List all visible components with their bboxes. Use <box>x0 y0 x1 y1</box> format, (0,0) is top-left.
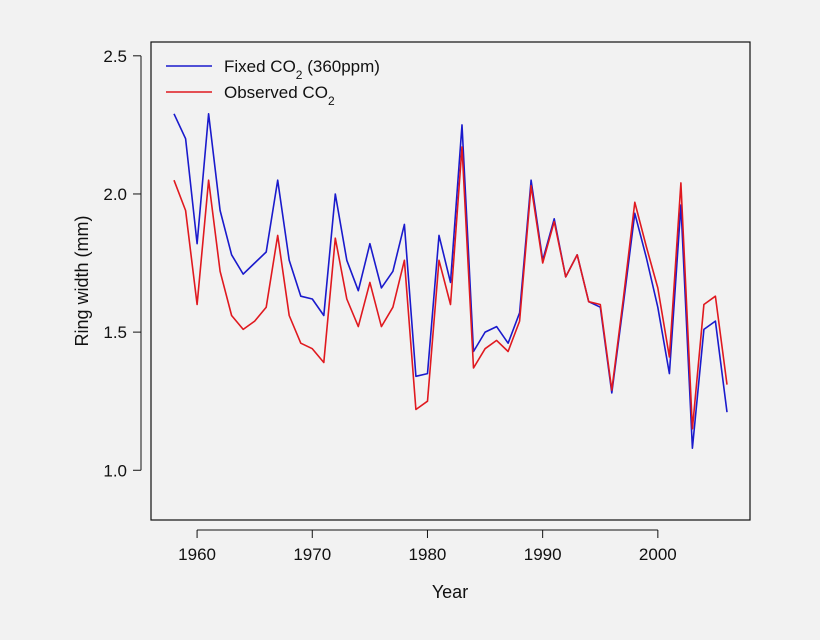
y-tick-label: 1.0 <box>103 461 127 480</box>
legend-label-fixed: Fixed CO2 (360ppm) <box>224 57 380 82</box>
y-tick-label: 1.5 <box>103 323 127 342</box>
x-axis-title: Year <box>432 582 468 602</box>
x-tick-label: 1960 <box>178 545 216 564</box>
x-tick-label: 1980 <box>409 545 447 564</box>
legend: Fixed CO2 (360ppm) Observed CO2 <box>166 57 380 108</box>
series-line-fixed-co2 <box>173 113 728 450</box>
y-tick-label: 2.5 <box>103 47 127 66</box>
x-axis: 1960 1970 1980 1990 2000 <box>178 529 677 564</box>
y-axis-title: Ring width (mm) <box>72 215 92 346</box>
plot-frame <box>150 41 751 521</box>
x-tick-label: 1970 <box>293 545 331 564</box>
series-layer <box>173 113 728 450</box>
series-line-observed-co2 <box>173 146 728 430</box>
y-axis: 1.0 1.5 2.0 2.5 <box>103 47 142 480</box>
y-tick-label: 2.0 <box>103 185 127 204</box>
x-tick-label: 1990 <box>524 545 562 564</box>
legend-label-observed: Observed CO2 <box>224 83 335 108</box>
x-tick-label: 2000 <box>639 545 677 564</box>
